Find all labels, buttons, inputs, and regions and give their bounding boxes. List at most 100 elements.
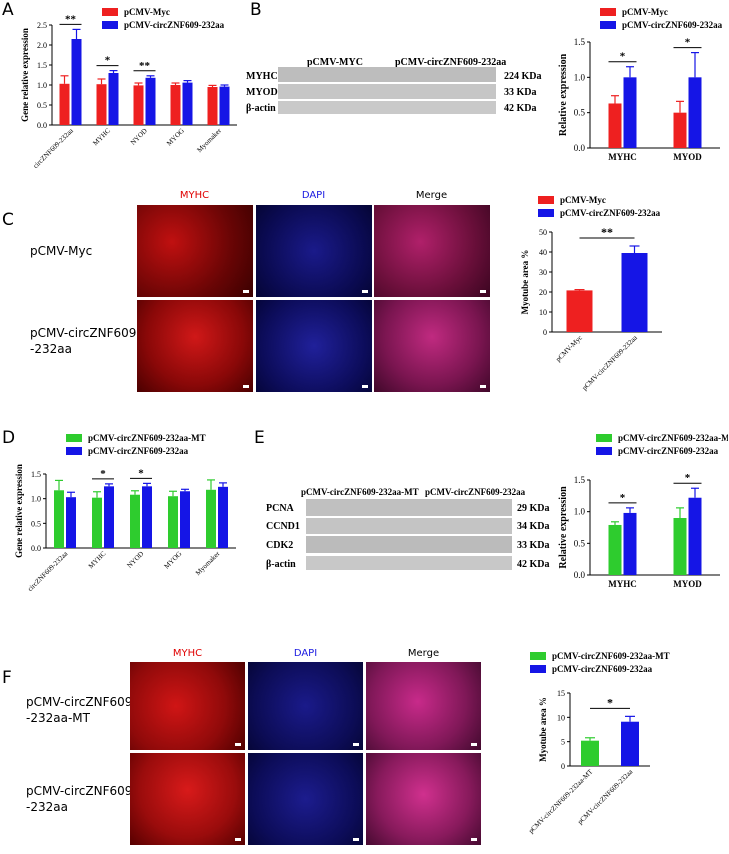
micro-c-row-1: pCMV-Myc [30, 244, 93, 258]
chart-d-xtick-label: circZNF609-232aa [26, 549, 70, 593]
blot-b-size-2: 33 KDa [504, 87, 537, 98]
chart-e: pCMV-circZNF609-232aa-MT pCMV-circZNF609-… [558, 433, 728, 589]
legend-c-label-1: pCMV-Myc [560, 195, 606, 205]
panel-label-e: E [254, 428, 265, 448]
chart-a-xtick-label: Myomaker [196, 126, 224, 154]
legend-c-swatch-2 [538, 209, 554, 217]
blot-e-size-3: 33 KDa [517, 540, 550, 551]
chart-d-ylabel: Gene relative expression [14, 464, 24, 558]
chart-a-xtick-label: circZNF609-232aa [32, 126, 76, 170]
chart-b-bar-s2-c2 [688, 77, 702, 148]
blot-e-row-ccnd1 [306, 518, 512, 534]
blot-b-row-myod [278, 84, 496, 99]
panel-label-d: D [2, 428, 16, 448]
blot-b-row-myhc [278, 67, 496, 82]
panel-label-c: C [2, 210, 14, 230]
chart-b-ytick-label: 0.5 [574, 108, 586, 118]
chart-a-bar-s2-c4 [182, 82, 193, 125]
legend-c-label-2: pCMV-circZNF609-232aa [560, 208, 661, 218]
micro-f-dapi-2 [248, 753, 363, 845]
chart-a-bar-s1-c4 [170, 85, 181, 125]
legend-a-swatch-2 [102, 21, 118, 29]
legend-e-label-2: pCMV-circZNF609-232aa [618, 446, 719, 456]
chart-b-sig-label: * [620, 51, 626, 63]
chart-d-bar-s2-c5 [218, 486, 228, 548]
chart-b-bar-s1-c2 [673, 112, 687, 148]
micro-f-col-dapi: DAPI [293, 648, 318, 659]
micro-f-merge-2 [366, 753, 481, 845]
blot-e-size-1: 29 KDa [517, 503, 550, 514]
chart-e-ytick-label: 0.0 [574, 570, 586, 580]
legend-f-label-1: pCMV-circZNF609-232aa-MT [552, 651, 670, 661]
chart-d-bar-s2-c1 [66, 497, 76, 548]
chart-a-bar-s1-c5 [207, 87, 218, 125]
chart-d-xtick-label: MYHC [87, 550, 108, 571]
chart-d: pCMV-circZNF609-232aa-MT pCMV-circZNF609-… [14, 433, 236, 593]
chart-e-sig-label: * [685, 472, 691, 484]
chart-f-ylabel: Myotube area % [538, 697, 548, 762]
blot-e-lane-label-2: pCMV-circZNF609-232aa [425, 487, 526, 497]
chart-e-xtick-label: MYOD [673, 579, 702, 589]
chart-f: pCMV-circZNF609-232aa-MT pCMV-circZNF609-… [527, 651, 670, 835]
chart-d-bar-s1-c1 [54, 490, 64, 548]
chart-e-bar-s2-c2 [688, 497, 702, 575]
blot-b-protein-3: β-actin [246, 103, 276, 114]
chart-a-ytick-label: 1.0 [37, 81, 47, 90]
blot-e-row-actin [306, 556, 512, 570]
legend-b-label-1: pCMV-Myc [622, 7, 668, 17]
blot-e-protein-4: β-actin [266, 559, 296, 570]
chart-a-bar-s2-c3 [145, 77, 156, 125]
chart-b: pCMV-Myc pCMV-circZNF609-232aa 0.0 0.5 1.0 1.… [558, 7, 723, 160]
chart-a-ylabel: Gene relative expression [20, 28, 30, 122]
chart-c-ylabel: Myotube area % [520, 250, 530, 315]
chart-d-xtick-label: MYOG [163, 550, 184, 571]
micro-c-myhc-1 [137, 205, 253, 297]
blot-b-protein-2: MYOD [246, 87, 278, 98]
chart-b-ytick-label: 0.0 [574, 143, 586, 153]
micro-f-myhc-1 [130, 662, 245, 750]
chart-a-ytick-label: 0.0 [37, 121, 47, 130]
chart-a: pCMV-Myc pCMV-circZNF609-232aa 0.0 0.5 1.0 1.… [20, 7, 237, 170]
chart-c-ytick-label: 20 [539, 288, 547, 297]
chart-d-bar-s1-c3 [130, 494, 140, 548]
chart-e-bar-s1-c1 [608, 524, 622, 575]
chart-d-bar-s2-c4 [180, 491, 190, 548]
chart-b-sig-label: * [685, 37, 691, 49]
blot-b-size-1: 224 KDa [504, 71, 542, 82]
legend-b-label-2: pCMV-circZNF609-232aa [622, 20, 723, 30]
micro-c-myhc-2 [137, 300, 253, 392]
chart-d-bar-s2-c2 [104, 486, 114, 548]
legend-d-swatch-2 [66, 447, 82, 455]
micro-f-row-1: pCMV-circZNF609 -232aa-MT [26, 695, 133, 725]
chart-e-ylabel: Relative expression [558, 486, 569, 569]
chart-d-sig-label: * [138, 467, 144, 479]
micro-f-row-2: pCMV-circZNF609 -232aa [26, 784, 133, 814]
chart-f-ytick-label: 15 [557, 689, 565, 698]
chart-c-bar-1 [566, 290, 593, 332]
chart-b-ytick-label: 1.5 [574, 37, 586, 47]
blot-e-protein-2: CCND1 [266, 521, 300, 532]
chart-f-xtick-label: pCMV-circZNF609-232aa-MT [527, 767, 595, 835]
legend-a-swatch-1 [102, 8, 118, 16]
chart-f-bar-1 [581, 740, 599, 766]
micro-c-dapi-2 [256, 300, 372, 392]
chart-d-bar-s1-c5 [206, 489, 216, 548]
panel-label-b: B [250, 0, 262, 20]
legend-f-swatch-1 [530, 652, 546, 660]
blot-b-lane-label-2: pCMV-circZNF609-232aa [395, 57, 507, 68]
chart-e-sig-label: * [620, 492, 626, 504]
chart-a-bar-s2-c1 [71, 39, 82, 125]
chart-f-ytick-label: 5 [561, 738, 565, 747]
chart-a-bar-s1-c2 [96, 84, 107, 125]
legend-b-swatch-1 [600, 8, 616, 16]
chart-e-bar-s1-c2 [673, 518, 687, 575]
chart-d-bar-s2-c3 [142, 486, 152, 548]
legend-f-label-2: pCMV-circZNF609-232aa [552, 664, 653, 674]
chart-a-sig-label: * [105, 55, 111, 67]
blot-b-row-actin [278, 101, 496, 114]
micro-c-dapi-1 [256, 205, 372, 297]
chart-b-bar-s2-c1 [623, 77, 637, 148]
blot-e-row-pcna [306, 499, 512, 516]
chart-c-ytick-label: 0 [543, 328, 547, 337]
chart-d-bar-s1-c4 [168, 496, 178, 548]
